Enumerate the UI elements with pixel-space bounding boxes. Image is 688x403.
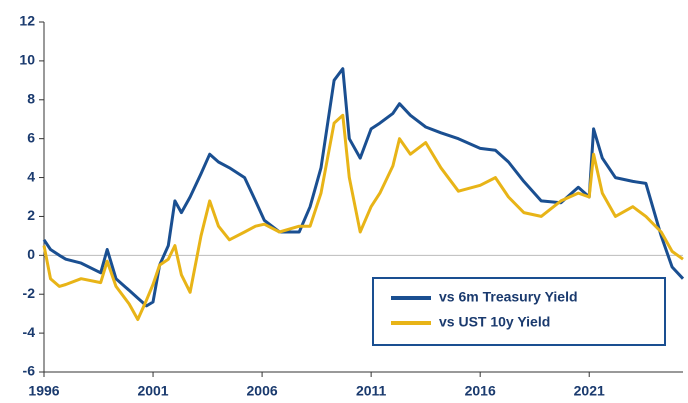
x-tick-label: 2011 xyxy=(356,383,387,399)
series-line xyxy=(42,67,685,308)
y-tick-label: -2 xyxy=(23,285,36,301)
y-tick-label: 8 xyxy=(27,90,35,106)
x-tick-label: 2001 xyxy=(137,383,168,399)
y-tick-label: 6 xyxy=(27,129,35,145)
y-tick-label: 4 xyxy=(27,168,35,184)
legend-label: vs 6m Treasury Yield xyxy=(439,289,578,305)
x-tick-label: 2021 xyxy=(574,383,605,399)
y-tick-label: 0 xyxy=(27,246,35,262)
x-tick-label: 2006 xyxy=(247,383,278,399)
y-tick-label: 12 xyxy=(19,13,35,29)
legend-box xyxy=(372,277,666,346)
series-line xyxy=(42,113,684,321)
x-tick-label: 2016 xyxy=(465,383,496,399)
y-tick-label: -6 xyxy=(23,363,36,379)
y-tick-label: 10 xyxy=(19,52,35,68)
legend-label: vs UST 10y Yield xyxy=(439,314,550,330)
y-tick-label: -4 xyxy=(23,324,36,340)
x-tick-label: 1996 xyxy=(28,383,59,399)
y-tick-label: 2 xyxy=(27,207,35,223)
